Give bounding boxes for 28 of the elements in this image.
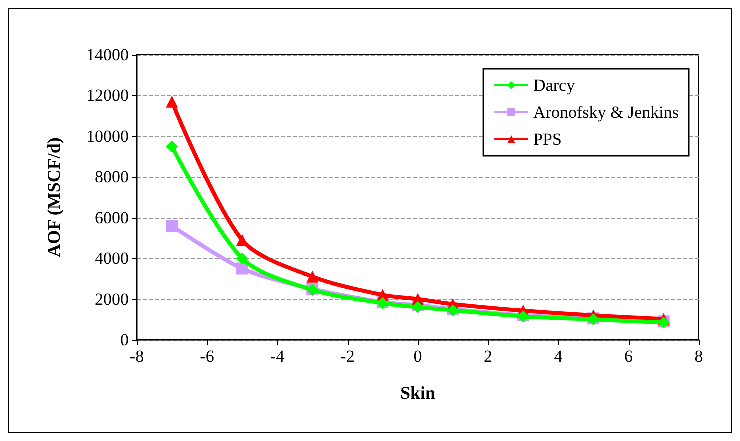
y-tick-label: 12000 [86,86,129,106]
point [166,140,178,153]
legend-label: Darcy [534,76,576,95]
x-tick-label: -2 [340,347,355,366]
x-tick-label: 2 [484,347,492,366]
x-tick-label: 0 [414,347,422,366]
y-tick-label: 0 [120,330,129,350]
y-tick-label: 8000 [95,168,129,187]
y-tick-label: 14000 [86,46,129,64]
y-axis-title: AOF (MSCF/d) [44,138,64,258]
point [236,252,248,265]
y-tick-label: 6000 [95,208,129,228]
x-tick-label: -4 [270,347,286,366]
x-tick-label: 6 [624,347,633,366]
x-tick-label: -6 [200,347,214,366]
point [166,96,178,108]
y-tick-label: 10000 [86,126,129,146]
point [166,220,178,232]
y-tick-label: 2000 [95,290,129,309]
point [306,270,319,283]
legend-label: PPS [534,130,562,149]
x-tick-label: 8 [694,347,704,366]
x-tick-label: 4 [554,347,564,366]
point [236,262,248,275]
x-axis-title: Skin [400,383,436,403]
y-tick-label: 4000 [95,249,129,268]
x-tick-label: -8 [130,347,144,366]
legend-label: Aronofsky & Jenkins [534,103,680,122]
